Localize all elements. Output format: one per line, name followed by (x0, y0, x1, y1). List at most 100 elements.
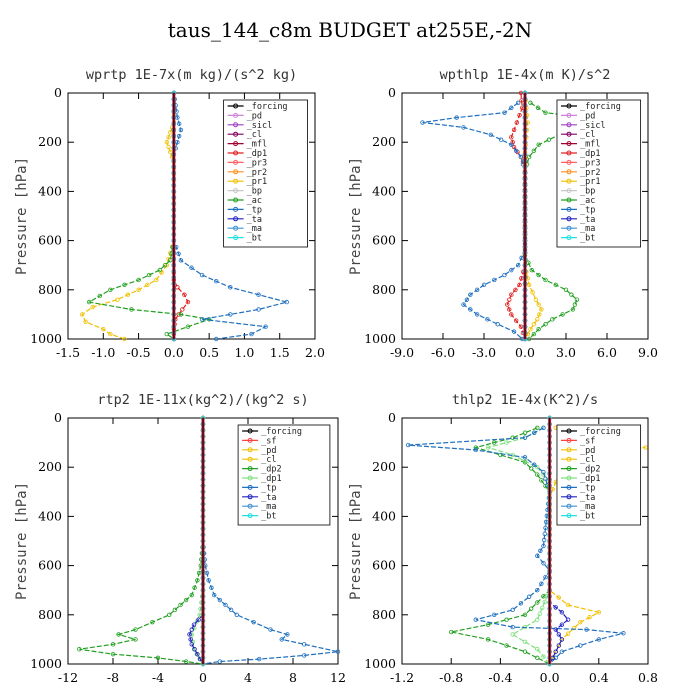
legend-label: _bp (580, 187, 595, 197)
data-point-pr1 (539, 307, 544, 312)
legend-label: _ta (580, 215, 595, 225)
data-point-ac (546, 137, 552, 142)
legend-marker (247, 475, 253, 481)
data-point-pd (565, 631, 571, 636)
data-point-tp (578, 643, 583, 648)
data-point-tp (461, 125, 466, 130)
legend-marker (566, 122, 572, 128)
legend-label: _dp1 (580, 149, 600, 159)
legend-marker (566, 475, 572, 481)
data-point-tp (495, 322, 500, 327)
legend-label: _cl (247, 130, 262, 140)
data-point-tp (553, 655, 558, 661)
legend-marker (233, 159, 239, 165)
data-point-ta (556, 643, 562, 648)
x-tick-label: 4 (244, 670, 252, 685)
data-point-pr1 (526, 282, 532, 288)
series-line-pr1 (524, 93, 543, 339)
legend-marker (566, 141, 572, 147)
data-point-tp (473, 617, 478, 622)
x-tick-label: -1.0 (91, 345, 115, 360)
legend-label: _sf (580, 436, 595, 446)
series-line-dp1 (506, 93, 526, 339)
legend-label: _forcing (580, 102, 621, 112)
data-point-pr1 (115, 297, 120, 302)
data-point-ta (188, 637, 193, 642)
y-tick-label: 600 (372, 558, 396, 573)
legend-label: _dp2 (580, 465, 600, 475)
chart-panel-3: rtp2 1E-11x(kg^2)/(kg^2 s) Pressure [hPa]… (14, 392, 346, 685)
legend-marker (247, 437, 253, 443)
data-point-ac (136, 277, 141, 283)
data-point-ta (553, 627, 558, 632)
data-point-tp (268, 627, 273, 632)
data-point-tp (510, 624, 515, 630)
data-point-dp2 (167, 612, 172, 617)
data-point-tp (249, 331, 254, 337)
legend-label: _tp (247, 205, 262, 215)
panel-title: wpthlp 1E-4x(m K)/s^2 (440, 67, 611, 83)
legend-label: _pr1 (247, 177, 267, 187)
legend-label: _bt (247, 234, 262, 244)
data-point-pr1 (83, 319, 88, 324)
data-point-tp (541, 560, 546, 566)
data-point-dp1 (513, 287, 518, 292)
legend-marker (566, 437, 572, 443)
legend-label: _mfl (247, 140, 267, 150)
data-point-tp (217, 659, 223, 664)
x-tick-label: -0.4 (488, 670, 512, 685)
data-point-dp1 (522, 639, 528, 645)
legend-marker (247, 484, 253, 490)
data-point-dp2 (492, 440, 497, 445)
data-point-tp (420, 120, 425, 125)
data-point-dp2 (535, 655, 540, 661)
y-tick-label: 200 (372, 134, 396, 149)
y-tick-label: 400 (38, 508, 62, 523)
data-point-dp1 (537, 611, 542, 617)
data-point-pr1 (533, 297, 539, 302)
data-point-dp1 (507, 297, 512, 302)
data-point-ac (574, 297, 580, 302)
data-point-ac (531, 148, 537, 154)
x-tick-label: 3.0 (556, 345, 576, 360)
legend-marker (247, 447, 253, 453)
data-point-dp1 (541, 654, 546, 659)
data-point-dp2 (189, 592, 194, 598)
chart-panel-2: wpthlp 1E-4x(m K)/s^2 Pressure [hPa] -9.0 -… (348, 67, 658, 360)
legend-marker (566, 484, 572, 490)
legend-label: _pr1 (580, 177, 600, 187)
legend-marker (247, 513, 253, 519)
data-point-pr1 (145, 282, 150, 288)
data-point-ta (191, 622, 197, 627)
y-tick-label: 800 (38, 607, 62, 622)
data-point-tp (474, 287, 480, 292)
data-point-dp2 (510, 435, 515, 440)
y-tick-label: 800 (372, 282, 396, 297)
legend-marker (566, 178, 572, 184)
data-point-tp (513, 148, 519, 154)
legend-label: _forcing (580, 427, 621, 437)
legend-marker (566, 159, 572, 165)
legend-label: _pd (247, 111, 262, 121)
data-point-tp (199, 317, 205, 322)
data-point-dp1 (513, 318, 519, 323)
data-point-dp2 (543, 483, 548, 489)
data-point-dp2 (535, 425, 540, 431)
data-point-tp (541, 537, 547, 543)
data-point-ta (556, 632, 562, 637)
data-point-tp (213, 336, 219, 342)
data-point-tp (468, 292, 473, 297)
data-point-ac (185, 324, 191, 329)
x-tick-label: -3.0 (472, 345, 496, 360)
data-point-tp (454, 115, 459, 120)
y-tick-label: 0 (388, 85, 396, 100)
data-point-tp (509, 267, 514, 273)
data-point-tp (526, 594, 532, 599)
data-point-tp (543, 525, 548, 531)
data-point-tp (228, 312, 233, 317)
data-point-dp2 (522, 649, 528, 654)
data-point-tp (199, 272, 205, 278)
data-point-tp (535, 588, 540, 593)
plot-frame (67, 92, 316, 340)
